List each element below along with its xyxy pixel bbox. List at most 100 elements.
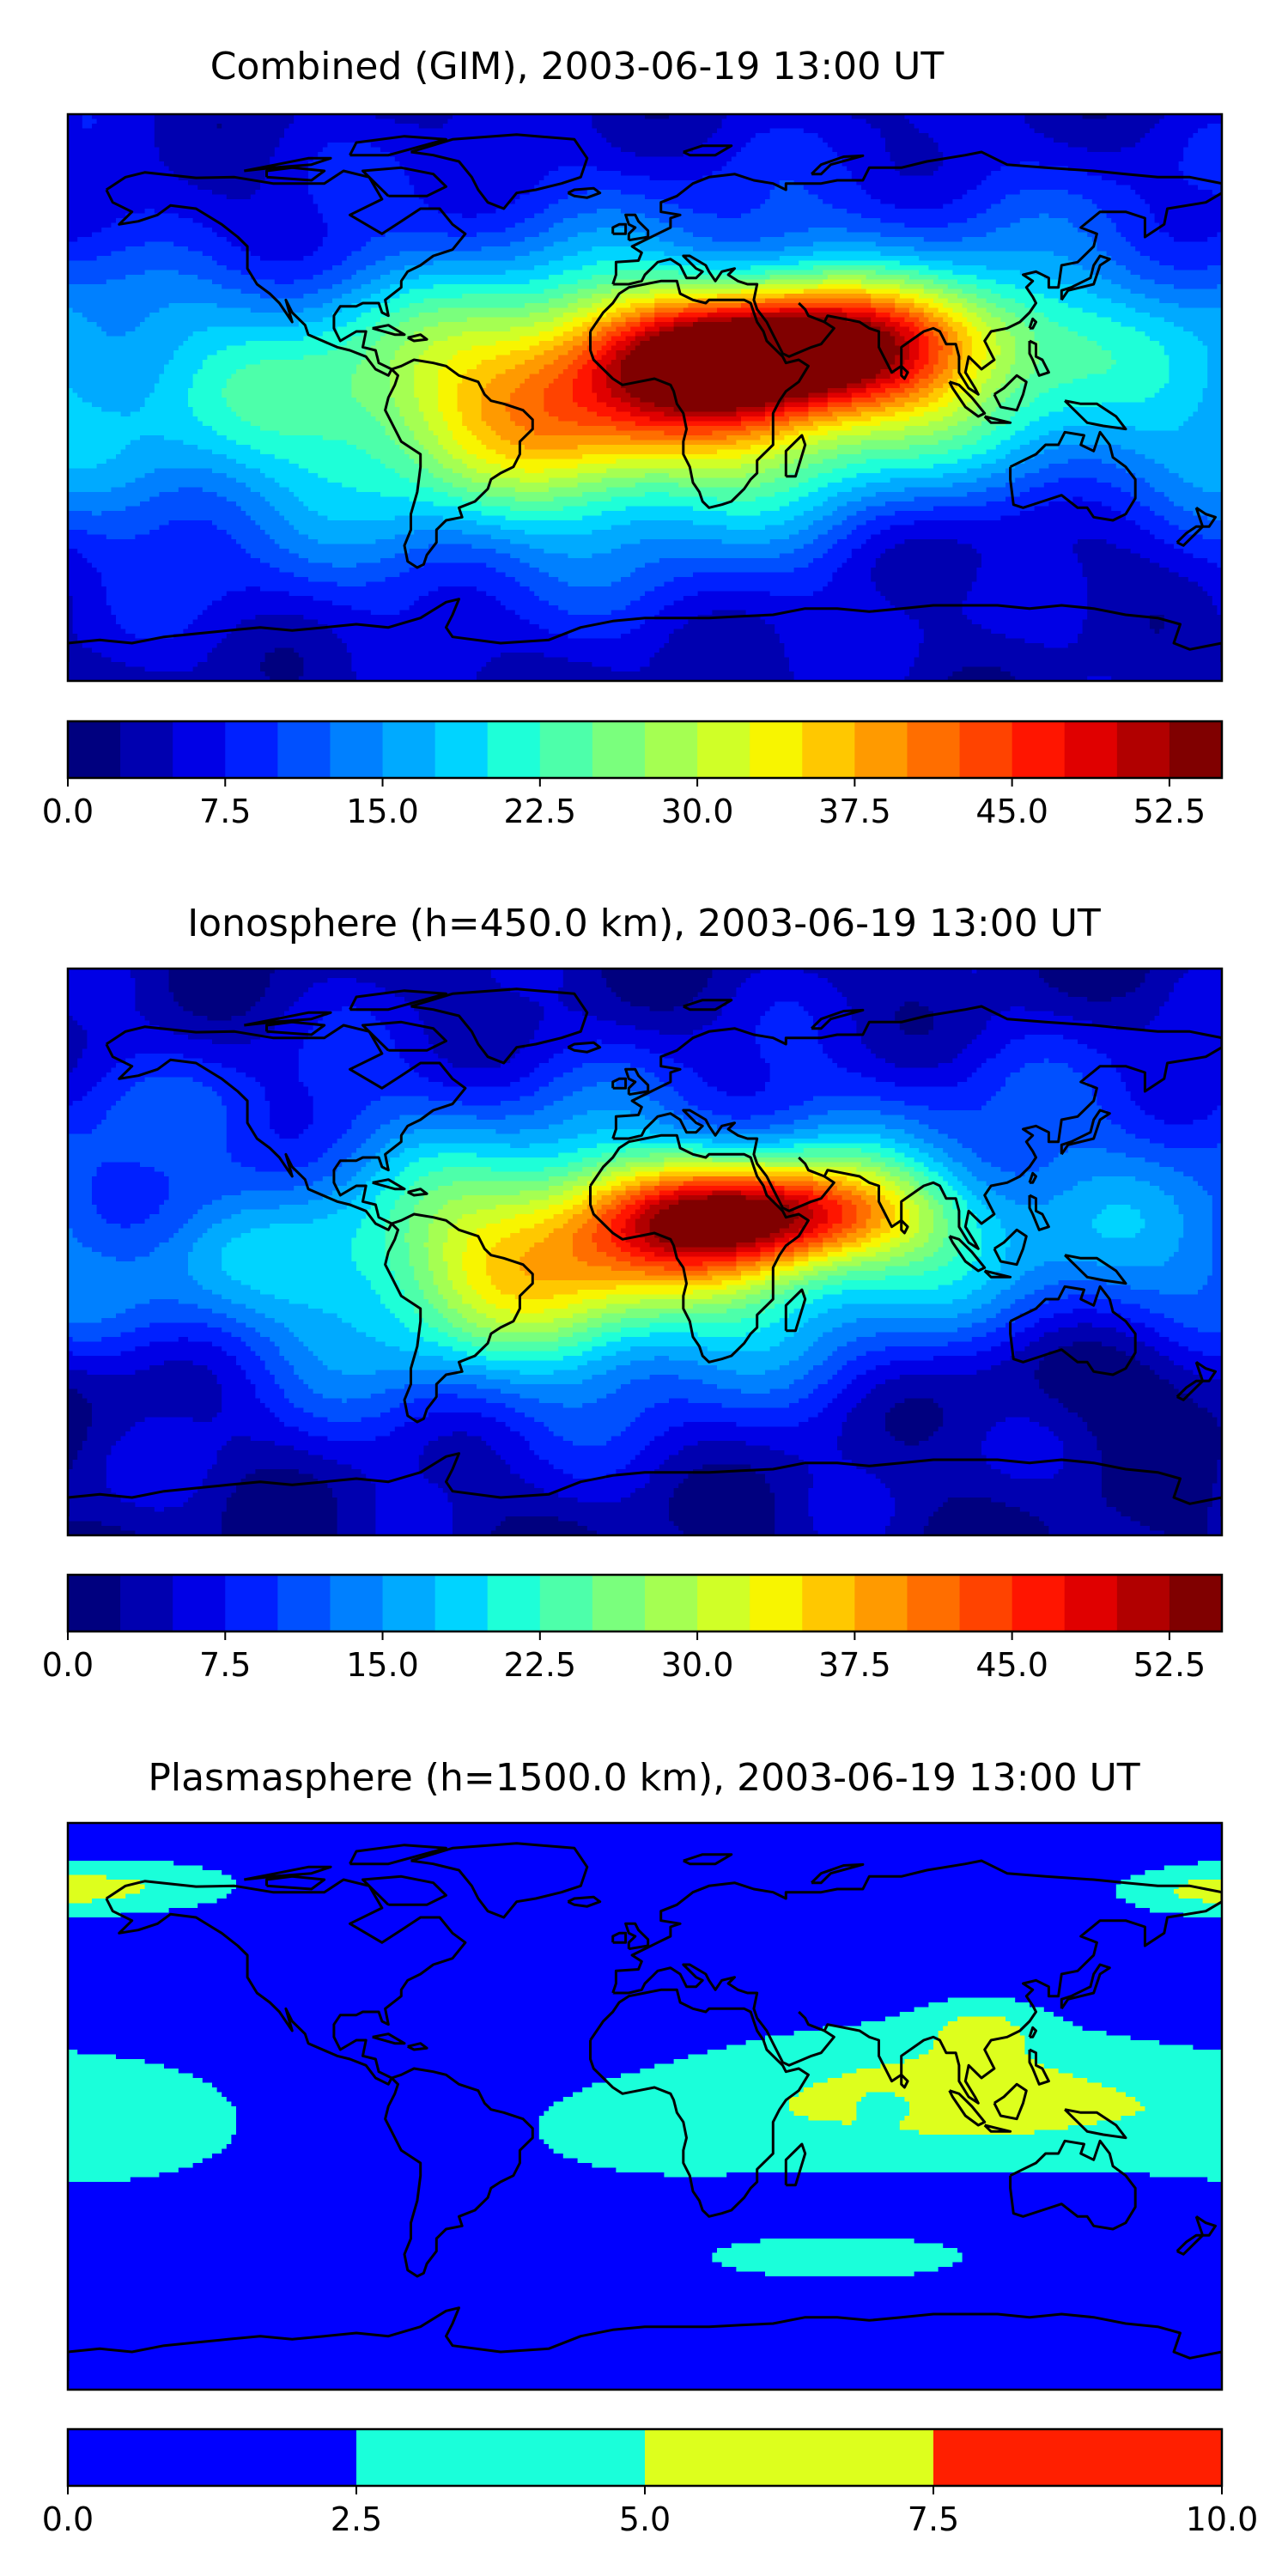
field-cell: [318, 204, 429, 210]
field-cell: [986, 1318, 1016, 1324]
field-cell: [1034, 369, 1108, 375]
field-cell: [861, 1039, 973, 1045]
field-cell: [337, 1167, 362, 1173]
field-cell: [553, 1370, 607, 1376]
field-cell: [971, 1337, 1012, 1343]
field-cell: [173, 171, 266, 177]
field-cell: [1183, 1218, 1213, 1224]
field-cell: [741, 289, 805, 295]
field-cell: [1082, 624, 1151, 630]
field-cell: [991, 1186, 1073, 1192]
coastlines: [68, 133, 1222, 662]
field-cell: [207, 1473, 246, 1479]
field-cell: [745, 610, 905, 616]
field-cell: [538, 596, 641, 602]
field-cell: [72, 1016, 146, 1022]
field-cell: [188, 624, 237, 630]
field-cell: [289, 549, 410, 555]
field-cell: [635, 331, 646, 337]
field-cell: [784, 1233, 805, 1239]
field-cell: [471, 1233, 511, 1239]
field-cell: [1130, 1318, 1175, 1324]
field-cell: [919, 355, 929, 361]
field-cell: [803, 1322, 843, 1328]
field-cell: [442, 1313, 463, 1319]
field-cell: [1115, 1507, 1208, 1513]
field-cell: [101, 1252, 150, 1258]
field-cell: [514, 364, 544, 370]
field-cell: [447, 1303, 472, 1309]
field-cell: [1121, 147, 1184, 153]
field-cell: [625, 336, 636, 342]
field-cell: [813, 591, 881, 597]
field-cell: [418, 1285, 439, 1291]
field-cell: [817, 1271, 848, 1277]
field-cell: [1067, 256, 1112, 262]
field-cell: [68, 204, 319, 210]
field-cell: [538, 568, 636, 574]
field-cell: [582, 1403, 655, 1409]
field-cell: [1024, 1035, 1064, 1041]
field-cell: [68, 638, 78, 644]
field-cell: [68, 1351, 74, 1357]
field-cell: [380, 1167, 405, 1173]
field-cell: [255, 190, 309, 196]
field-cell: [1024, 473, 1136, 479]
field-cell: [135, 326, 208, 332]
field-cell: [428, 449, 448, 455]
field-cell: [246, 1303, 309, 1309]
field-cell: [1067, 190, 1136, 196]
field-cell: [1043, 275, 1103, 281]
field-cell: [375, 1129, 415, 1135]
field-cell: [750, 137, 823, 143]
field-cell: [462, 496, 516, 502]
field-cell: [519, 581, 568, 587]
field-cell: [68, 1105, 112, 1111]
field-cell: [462, 1195, 550, 1201]
field-cell: [909, 1237, 929, 1243]
field-cell: [707, 313, 751, 319]
colorbar-tick-label: 22.5: [504, 793, 577, 830]
field-cell: [1198, 1290, 1222, 1296]
field-cell: [562, 341, 583, 347]
field-cell: [222, 1266, 357, 1272]
colorbar-swatch: [1116, 721, 1170, 778]
field-cell: [1005, 379, 1025, 385]
field-cell: [866, 506, 934, 512]
field-cell: [673, 629, 775, 635]
field-cell: [1183, 1224, 1213, 1230]
field-cell: [192, 666, 261, 672]
field-cell: [337, 1526, 376, 1532]
field-cell: [514, 222, 555, 228]
field-cell: [895, 1157, 915, 1163]
field-cell: [986, 350, 1001, 356]
field-cell: [534, 1417, 636, 1423]
field-cell: [394, 440, 420, 446]
field-cell: [649, 1152, 694, 1158]
field-cell: [976, 185, 1132, 191]
field-cell: [640, 1214, 655, 1220]
field-cell: [793, 1218, 809, 1224]
coastline-taiwan: [1028, 1171, 1037, 1184]
field-cell: [1178, 1242, 1213, 1249]
field-cell: [82, 643, 218, 649]
field-cell: [1150, 256, 1222, 262]
field-cell: [1217, 1464, 1222, 1470]
field-cell: [760, 1266, 775, 1272]
field-cell: [111, 1445, 222, 1451]
field-cell: [649, 1006, 675, 1012]
field-cell: [222, 1327, 256, 1334]
field-cell: [832, 1375, 857, 1381]
field-cell: [890, 477, 977, 483]
field-cell: [442, 445, 463, 451]
field-cell: [914, 1167, 929, 1173]
field-cell: [808, 1167, 857, 1173]
field-cell: [861, 284, 901, 290]
field-cell: [68, 1422, 93, 1428]
field-cell: [760, 204, 833, 210]
field-cell: [1019, 1313, 1054, 1319]
field-cell: [991, 1162, 1049, 1168]
field-cell: [784, 1299, 814, 1305]
field-cell: [726, 114, 853, 120]
field-cell: [549, 600, 631, 606]
